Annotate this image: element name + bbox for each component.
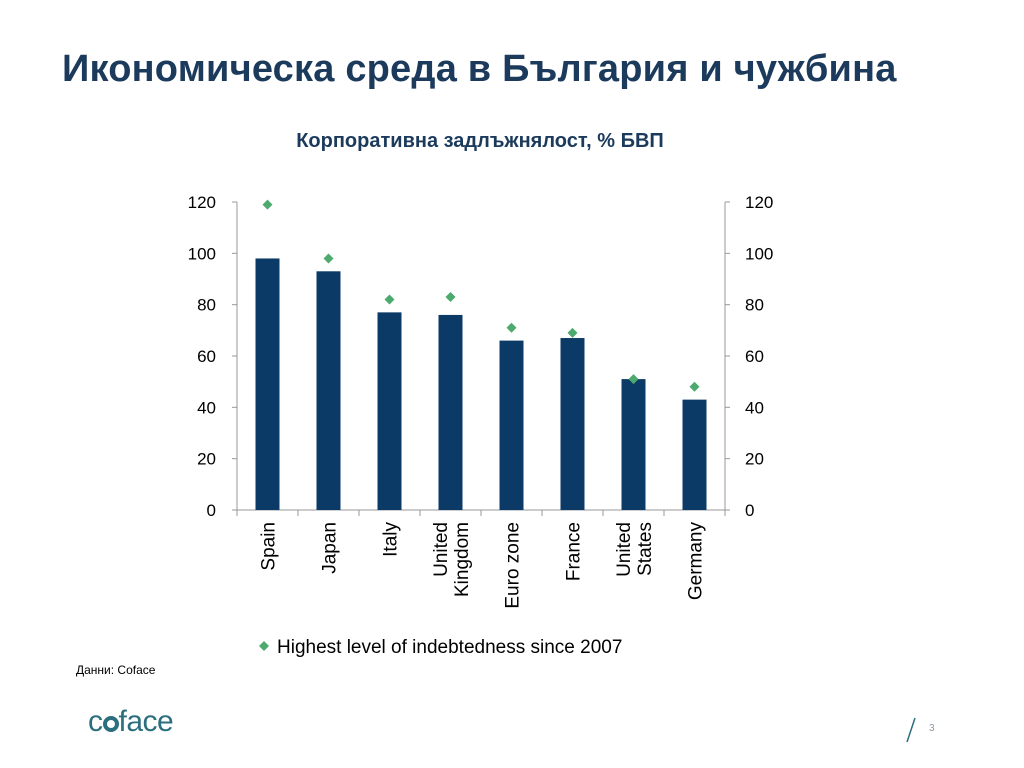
marker-diamond [384,294,395,305]
marker-diamond [506,322,517,333]
x-tick-label: States [635,522,656,576]
x-tick-label: United [614,522,635,577]
chart-title: Корпоративна задлъжнялост, % БВП [296,130,664,152]
bar [499,340,524,510]
marker-diamond [445,291,456,302]
y-tick-label-right: 40 [745,398,764,417]
x-tick-label: Japan [320,522,341,574]
marker-diamond [628,374,639,385]
x-tick-label: United [431,522,452,577]
source-note: Данни: Coface [76,663,156,677]
x-tick-label: Kingdom [452,522,473,597]
y-tick-label-right: 120 [745,193,773,212]
bar [316,271,341,510]
marker-diamond [689,381,700,392]
bar-chart: 0 20 40 60 80 100 120 0 20 40 60 80 100 120 Spain Japan… [188,193,774,658]
x-tick-label: Italy [381,522,402,557]
y-tick-label-left: 20 [197,450,216,469]
y-tick-label-left: 60 [197,347,216,366]
y-tick-label-left: 40 [197,398,216,417]
coface-logo: c face [88,705,174,738]
page-number: 3 [929,723,935,734]
y-tick-label-left: 100 [188,244,216,263]
y-tick-label-left: 120 [188,193,216,212]
slide-title: Икономическа среда в България и чужбина [62,48,897,90]
y-tick-label-right: 20 [745,450,764,469]
marker-diamond [262,199,273,210]
bar [682,399,707,510]
y-tick-label-right: 100 [745,244,773,263]
y-tick-label-right: 0 [745,501,754,520]
marker-diamond [567,327,578,338]
y-tick-label-right: 60 [745,347,764,366]
y-tick-label-left: 80 [197,296,216,315]
x-tick-label: Spain [259,522,280,571]
y-tick-label-right: 80 [745,296,764,315]
bar [438,314,463,510]
legend-marker [259,641,269,651]
bar [255,258,280,510]
bar [377,312,402,510]
x-tick-label: Germany [686,522,707,601]
y-tick-label-left: 0 [207,501,216,520]
x-tick-label: Euro zone [503,522,524,609]
bar [621,379,646,510]
legend-label: Highest level of indebtedness since 2007 [277,637,622,658]
x-tick-label: France [564,522,585,581]
slide-slash-icon [906,717,916,743]
bar [560,338,585,510]
marker-diamond [323,253,334,264]
